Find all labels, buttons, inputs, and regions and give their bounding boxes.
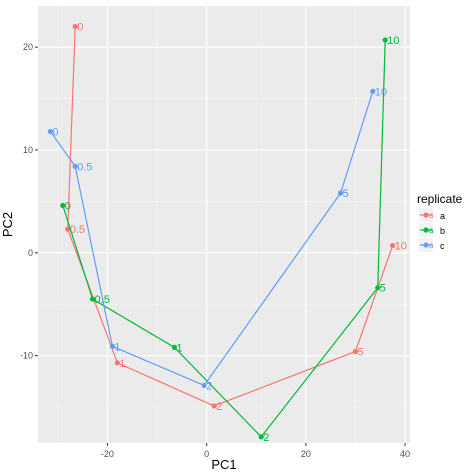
y-tick-label: 10: [23, 145, 33, 155]
data-point-b: [375, 285, 381, 291]
data-point-c: [109, 343, 115, 349]
data-point-c: [47, 128, 54, 135]
plot-panel: [38, 6, 410, 443]
data-point-a: [114, 360, 120, 366]
legend-key-point: [423, 227, 429, 233]
data-label-a: 1: [119, 358, 125, 370]
data-point-c: [201, 382, 207, 389]
data-label-b: 10: [387, 35, 399, 47]
legend-key-glyph: a: [429, 211, 434, 220]
data-label-c: 0.5: [77, 161, 92, 173]
data-point-b: [60, 202, 66, 209]
legend-label: b: [440, 226, 445, 236]
x-tick-label: 40: [400, 449, 410, 459]
series-layer: 0 0.5 1 2 5 10 0 0.5 1 2 5 10 0 0.5 1 2 5 10: [47, 22, 407, 444]
data-point-a: [352, 348, 359, 355]
data-point-b: [171, 344, 177, 350]
legend-keys: a aa ba c: [419, 208, 445, 252]
data-label-b: 2: [263, 432, 269, 444]
data-label-c: 2: [206, 380, 212, 392]
data-point-a: [72, 23, 78, 30]
data-label-c: 0: [52, 126, 58, 138]
data-point-c: [370, 88, 376, 94]
x-axis-ticks: -20 0 20 40: [101, 443, 410, 459]
data-point-b: [258, 434, 264, 440]
y-tick-label: -10: [20, 351, 33, 361]
legend: replicate a aa ba c: [417, 192, 463, 252]
y-tick-label: 0: [28, 248, 33, 258]
series-line-c: [49, 91, 374, 387]
data-label-a: 10: [395, 241, 407, 253]
data-label-c: 1: [114, 341, 120, 353]
x-axis-label: PC1: [211, 457, 236, 472]
data-label-c: 5: [343, 188, 349, 200]
legend-label: c: [440, 241, 445, 251]
x-tick-label: -20: [101, 449, 114, 459]
data-label-a: 5: [357, 346, 363, 358]
y-axis-ticks: -10 0 10 20: [20, 42, 38, 361]
data-label-c: 10: [375, 86, 387, 98]
legend-key-point: [423, 242, 429, 248]
data-label-b: 5: [380, 283, 386, 295]
data-label-a: 0.5: [70, 224, 85, 236]
legend-key-point: [423, 212, 429, 218]
legend-key-glyph: a: [429, 226, 434, 235]
y-tick-label: 20: [23, 42, 33, 52]
series-b: 0 0.5 1 2 5 10: [60, 35, 399, 444]
x-tick-label: 0: [204, 449, 209, 459]
y-axis-label: PC2: [0, 212, 15, 237]
data-point-b: [89, 296, 96, 302]
data-label-b: 0: [65, 200, 71, 212]
data-point-a: [65, 226, 71, 232]
legend-key-glyph: a: [429, 241, 434, 250]
series-line-b: [62, 39, 386, 438]
data-point-c: [337, 190, 344, 196]
legend-title: replicate: [417, 192, 463, 206]
data-point-a: [390, 242, 396, 249]
data-point-b: [382, 37, 388, 43]
data-point-a: [211, 403, 217, 409]
minor-gridlines: [38, 6, 410, 443]
data-label-a: 0: [77, 22, 83, 34]
data-label-b: 0.5: [95, 294, 110, 306]
series-line-a: [67, 26, 394, 407]
data-label-b: 1: [176, 342, 182, 354]
data-point-c: [72, 163, 78, 170]
data-label-a: 2: [216, 401, 222, 413]
x-tick-label: 20: [301, 449, 311, 459]
legend-label: a: [440, 211, 445, 221]
